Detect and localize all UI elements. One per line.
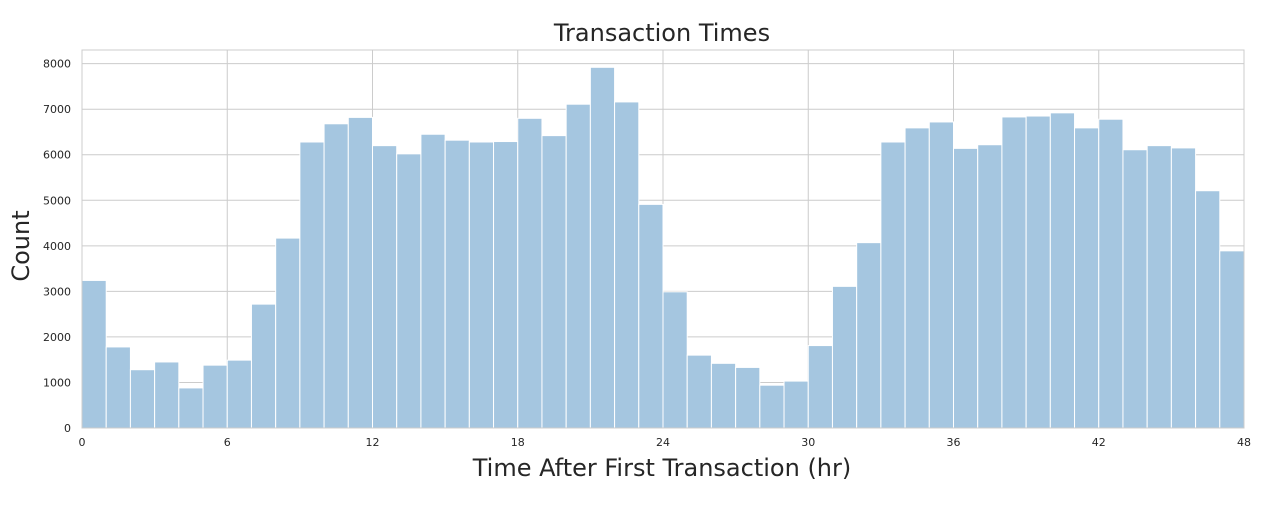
histogram-bar-0 (81, 279, 107, 429)
histogram-bar-19 (541, 135, 567, 429)
x-tick-label-3: 18 (511, 436, 525, 449)
histogram-bar-18 (517, 117, 543, 429)
histogram-bar-36 (953, 147, 979, 429)
histogram-bar-39 (1025, 115, 1051, 429)
histogram-bar-17 (493, 141, 519, 429)
histogram-bar-27 (735, 366, 761, 429)
histogram-bar-12 (372, 145, 398, 429)
histogram-bar-34 (904, 127, 930, 429)
histogram-bar-7 (250, 303, 277, 429)
y-tick-label-3: 3000 (43, 285, 71, 298)
y-tick-label-4: 4000 (43, 240, 71, 253)
histogram-bar-25 (686, 354, 712, 429)
histogram-bar-28 (759, 384, 785, 429)
x-tick-label-8: 48 (1237, 436, 1251, 449)
histogram-bar-32 (856, 242, 882, 429)
histogram-bar-2 (129, 369, 156, 429)
histogram-bar-10 (323, 123, 349, 429)
histogram-bar-31 (831, 285, 858, 429)
x-tick-label-2: 12 (366, 436, 380, 449)
histogram-bar-11 (347, 116, 373, 429)
histogram-bar-43 (1122, 149, 1148, 429)
histogram-bar-6 (226, 359, 252, 429)
y-axis-label: Count (7, 210, 35, 281)
histogram-bar-8 (275, 237, 301, 429)
histogram-bar-44 (1146, 145, 1172, 429)
histogram-bar-42 (1098, 118, 1124, 429)
y-tick-label-6: 6000 (43, 149, 71, 162)
x-tick-labels: 0 6 12 18 24 30 36 42 48 (79, 436, 1252, 449)
x-tick-label-6: 36 (947, 436, 961, 449)
histogram-bar-35 (928, 121, 955, 429)
histogram-bar-40 (1049, 112, 1076, 429)
chart-title: Transaction Times (553, 19, 770, 47)
histogram-bar-46 (1195, 190, 1221, 429)
y-tick-label-7: 7000 (43, 103, 71, 116)
histogram-bar-37 (977, 144, 1003, 429)
y-tick-label-1: 1000 (43, 376, 71, 389)
histogram-bar-38 (1001, 116, 1027, 429)
histogram-bar-45 (1170, 147, 1197, 429)
histogram-bar-1 (105, 346, 131, 429)
x-axis-label: Time After First Transaction (hr) (472, 454, 852, 482)
histogram-bar-26 (710, 362, 737, 429)
histogram-bar-41 (1074, 127, 1100, 429)
histogram-bar-14 (420, 133, 446, 429)
y-tick-label-2: 2000 (43, 331, 71, 344)
histogram-bar-15 (444, 139, 470, 429)
plot-frame (81, 49, 1245, 429)
histogram-bar-13 (396, 153, 422, 429)
histogram-bar-33 (880, 141, 906, 429)
histogram-bars (81, 66, 1245, 429)
y-tick-label-0: 0 (64, 422, 71, 435)
x-tick-label-4: 24 (656, 436, 670, 449)
x-tick-label-5: 30 (801, 436, 815, 449)
y-tick-labels: 0 1000 2000 3000 4000 5000 6000 7000 8000 (43, 58, 71, 435)
histogram-bar-24 (662, 291, 688, 429)
histogram-bar-9 (299, 141, 325, 429)
histogram-bar-4 (178, 387, 204, 429)
histogram-bar-30 (807, 345, 833, 429)
histogram-bar-22 (614, 101, 640, 429)
x-tick-label-1: 6 (224, 436, 231, 449)
x-tick-label-7: 42 (1092, 436, 1106, 449)
histogram-bar-21 (589, 66, 616, 429)
histogram-bar-16 (468, 141, 495, 429)
y-tick-label-5: 5000 (43, 194, 71, 207)
x-tick-label-0: 0 (79, 436, 86, 449)
histogram-bar-5 (202, 364, 228, 429)
y-tick-label-8: 8000 (43, 58, 71, 71)
histogram-bar-23 (638, 203, 664, 429)
histogram-bar-47 (1219, 250, 1245, 429)
histogram-bar-3 (154, 361, 180, 429)
histogram-bar-29 (783, 380, 809, 429)
histogram-bar-20 (565, 103, 591, 429)
